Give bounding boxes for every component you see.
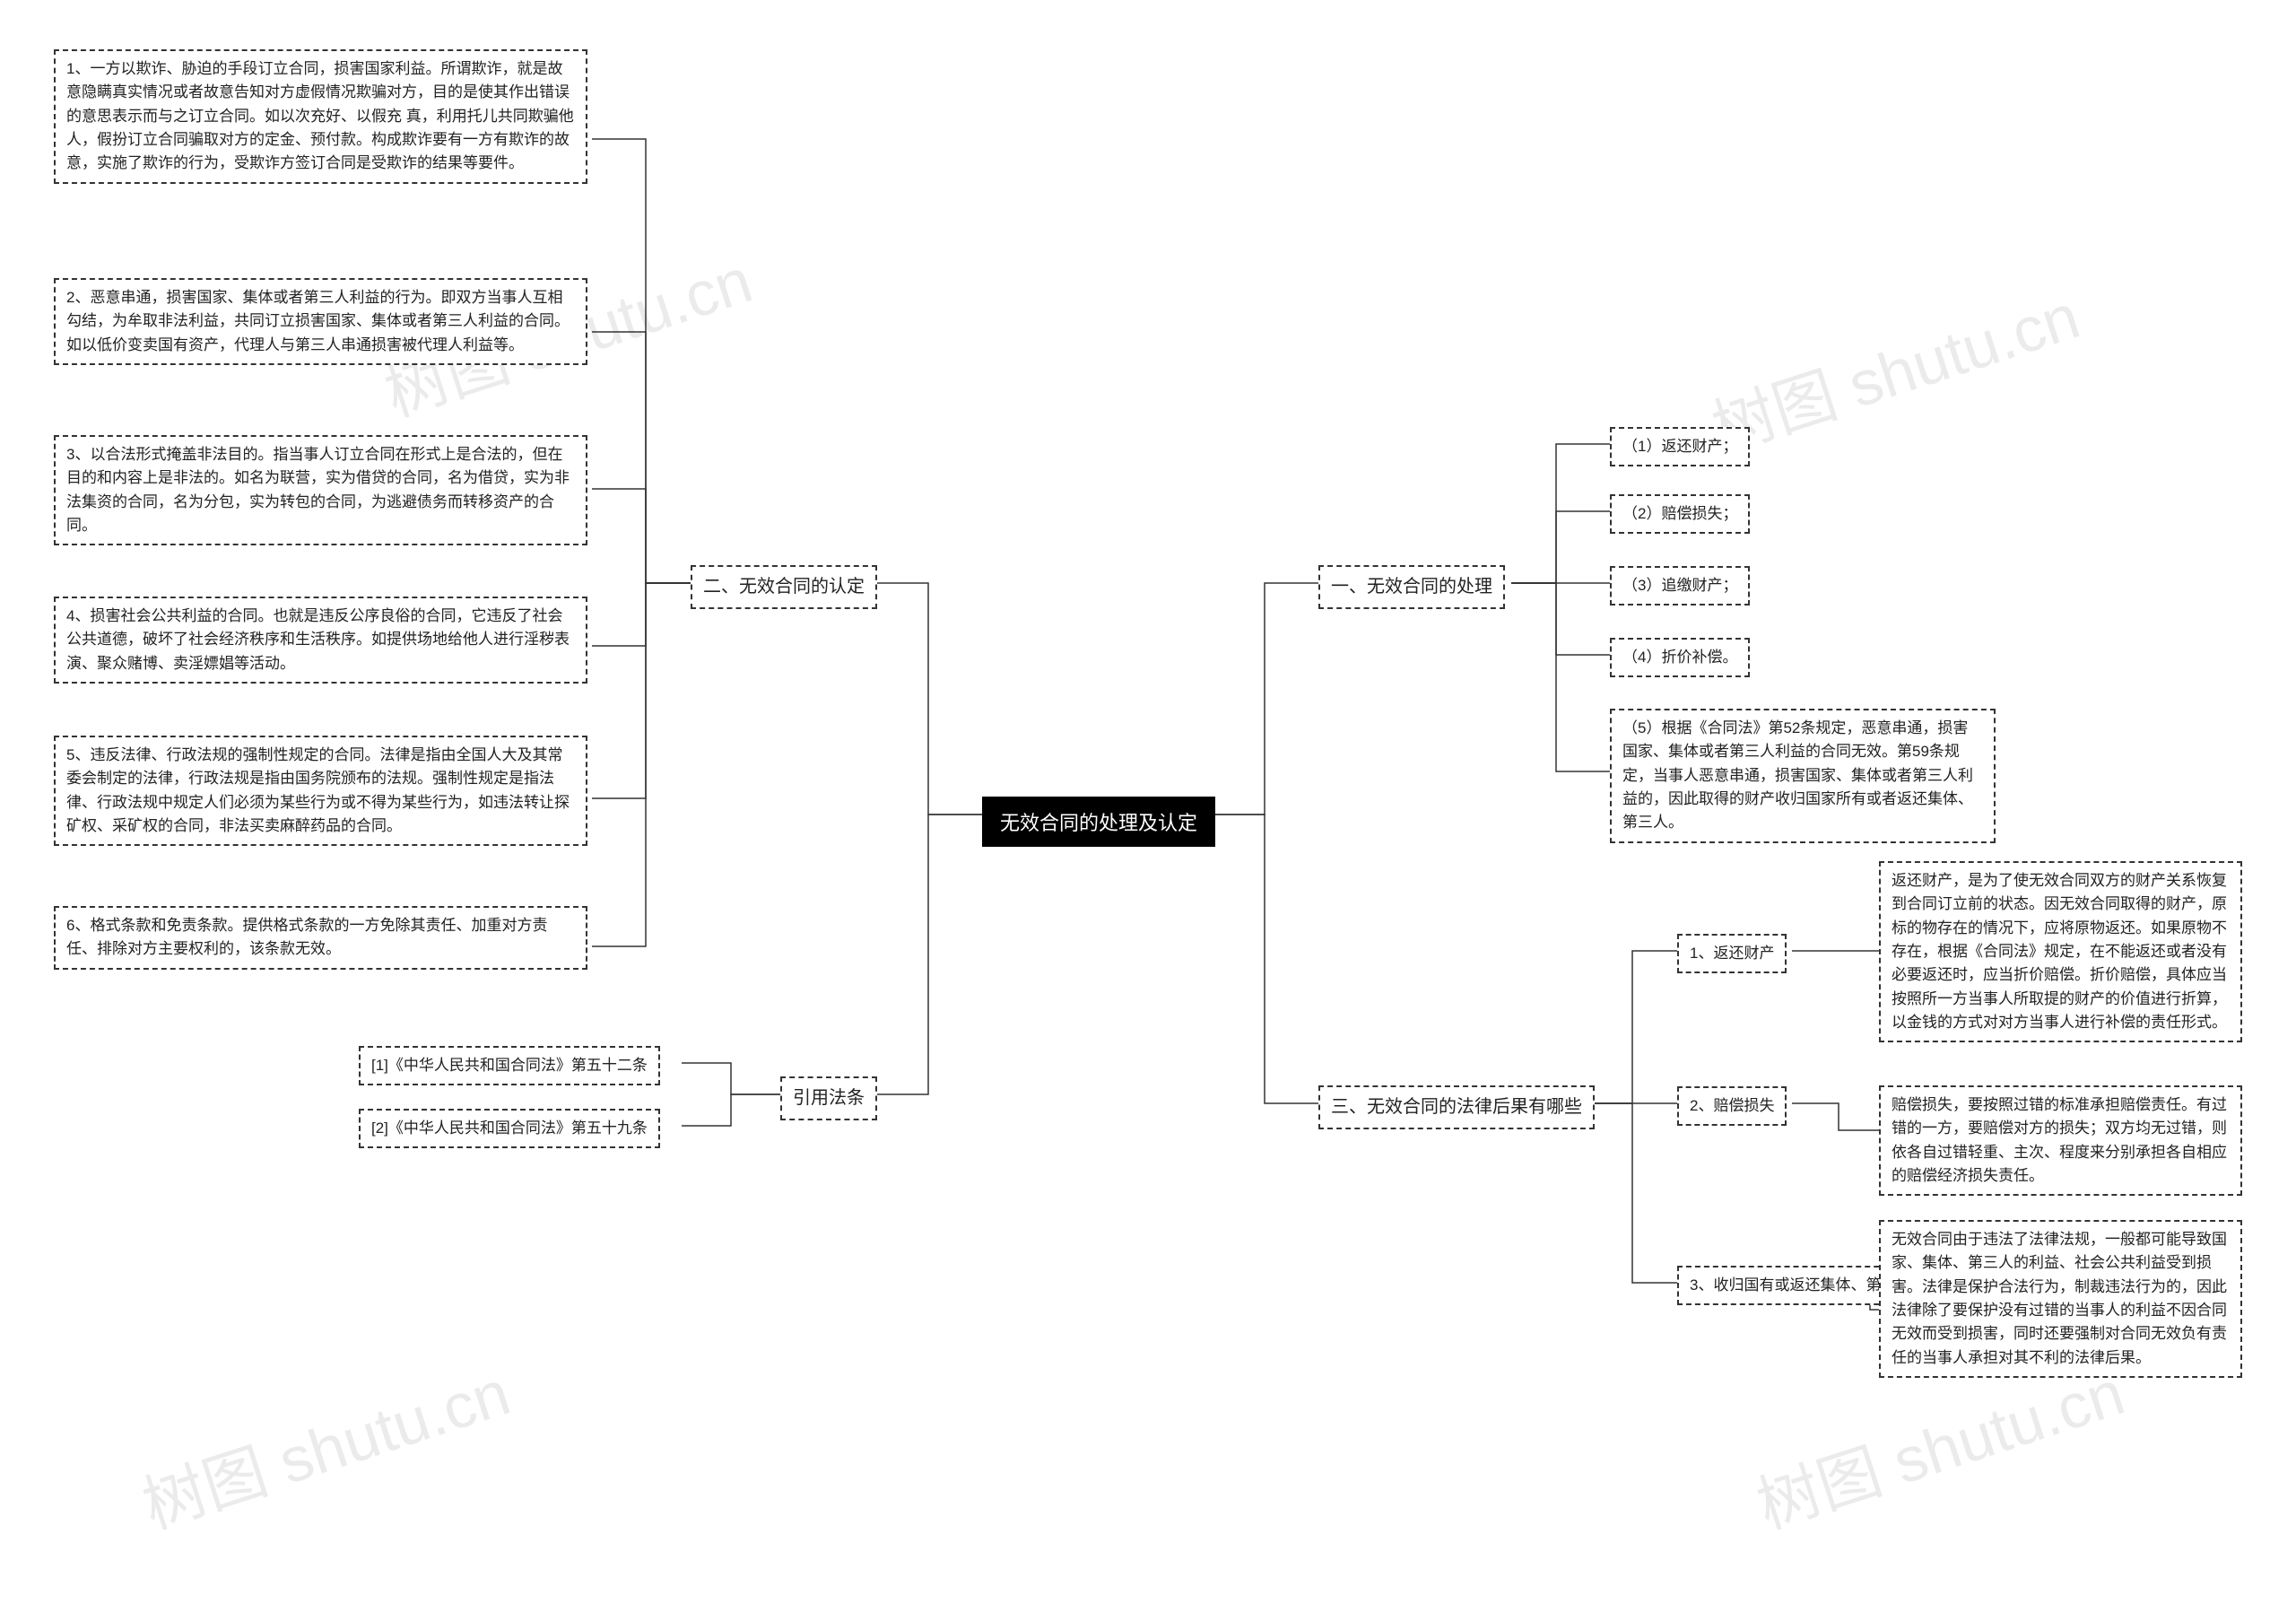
b1-c4: （4）折价补偿。 <box>1610 638 1750 677</box>
branch-1: 一、无效合同的处理 <box>1318 565 1505 609</box>
b2-c6: 6、格式条款和免责条款。提供格式条款的一方免除其责任、加重对方责任、排除对方主要… <box>54 906 587 970</box>
b4-c2: [2]《中华人民共和国合同法》第五十九条 <box>359 1109 660 1148</box>
branch-2: 二、无效合同的认定 <box>691 565 877 609</box>
b1-c1: （1）返还财产； <box>1610 427 1750 466</box>
b3-c2-detail: 赔偿损失，要按照过错的标准承担赔偿责任。有过错的一方，要赔偿对方的损失；双方均无… <box>1879 1085 2242 1196</box>
branch-4: 引用法条 <box>780 1076 877 1120</box>
b1-c3: （3）追缴财产； <box>1610 566 1750 605</box>
b1-c2: （2）赔偿损失； <box>1610 494 1750 534</box>
b3-c3-detail: 无效合同由于违法了法律法规，一般都可能导致国家、集体、第三人的利益、社会公共利益… <box>1879 1220 2242 1378</box>
root-node: 无效合同的处理及认定 <box>982 797 1215 847</box>
branch-3: 三、无效合同的法律后果有哪些 <box>1318 1085 1595 1129</box>
b4-c1: [1]《中华人民共和国合同法》第五十二条 <box>359 1046 660 1085</box>
b2-c1: 1、一方以欺诈、胁迫的手段订立合同，损害国家利益。所谓欺诈，就是故意隐瞒真实情况… <box>54 49 587 184</box>
watermark: 树图 shutu.cn <box>1700 266 2090 470</box>
b1-c5: （5）根据《合同法》第52条规定，恶意串通，损害国家、集体或者第三人利益的合同无… <box>1610 709 1996 843</box>
b3-c2: 2、赔偿损失 <box>1677 1086 1787 1126</box>
watermark: 树图 shutu.cn <box>130 1343 520 1546</box>
b3-c1-detail: 返还财产，是为了使无效合同双方的财产关系恢复到合同订立前的状态。因无效合同取得的… <box>1879 861 2242 1042</box>
b2-c3: 3、以合法形式掩盖非法目的。指当事人订立合同在形式上是合法的，但在目的和内容上是… <box>54 435 587 545</box>
b2-c4: 4、损害社会公共利益的合同。也就是违反公序良俗的合同，它违反了社会公共道德，破坏… <box>54 597 587 684</box>
b2-c2: 2、恶意串通，损害国家、集体或者第三人利益的行为。即双方当事人互相勾结，为牟取非… <box>54 278 587 365</box>
b3-c1: 1、返还财产 <box>1677 934 1787 973</box>
b2-c5: 5、违反法律、行政法规的强制性规定的合同。法律是指由全国人大及其常委会制定的法律… <box>54 736 587 846</box>
